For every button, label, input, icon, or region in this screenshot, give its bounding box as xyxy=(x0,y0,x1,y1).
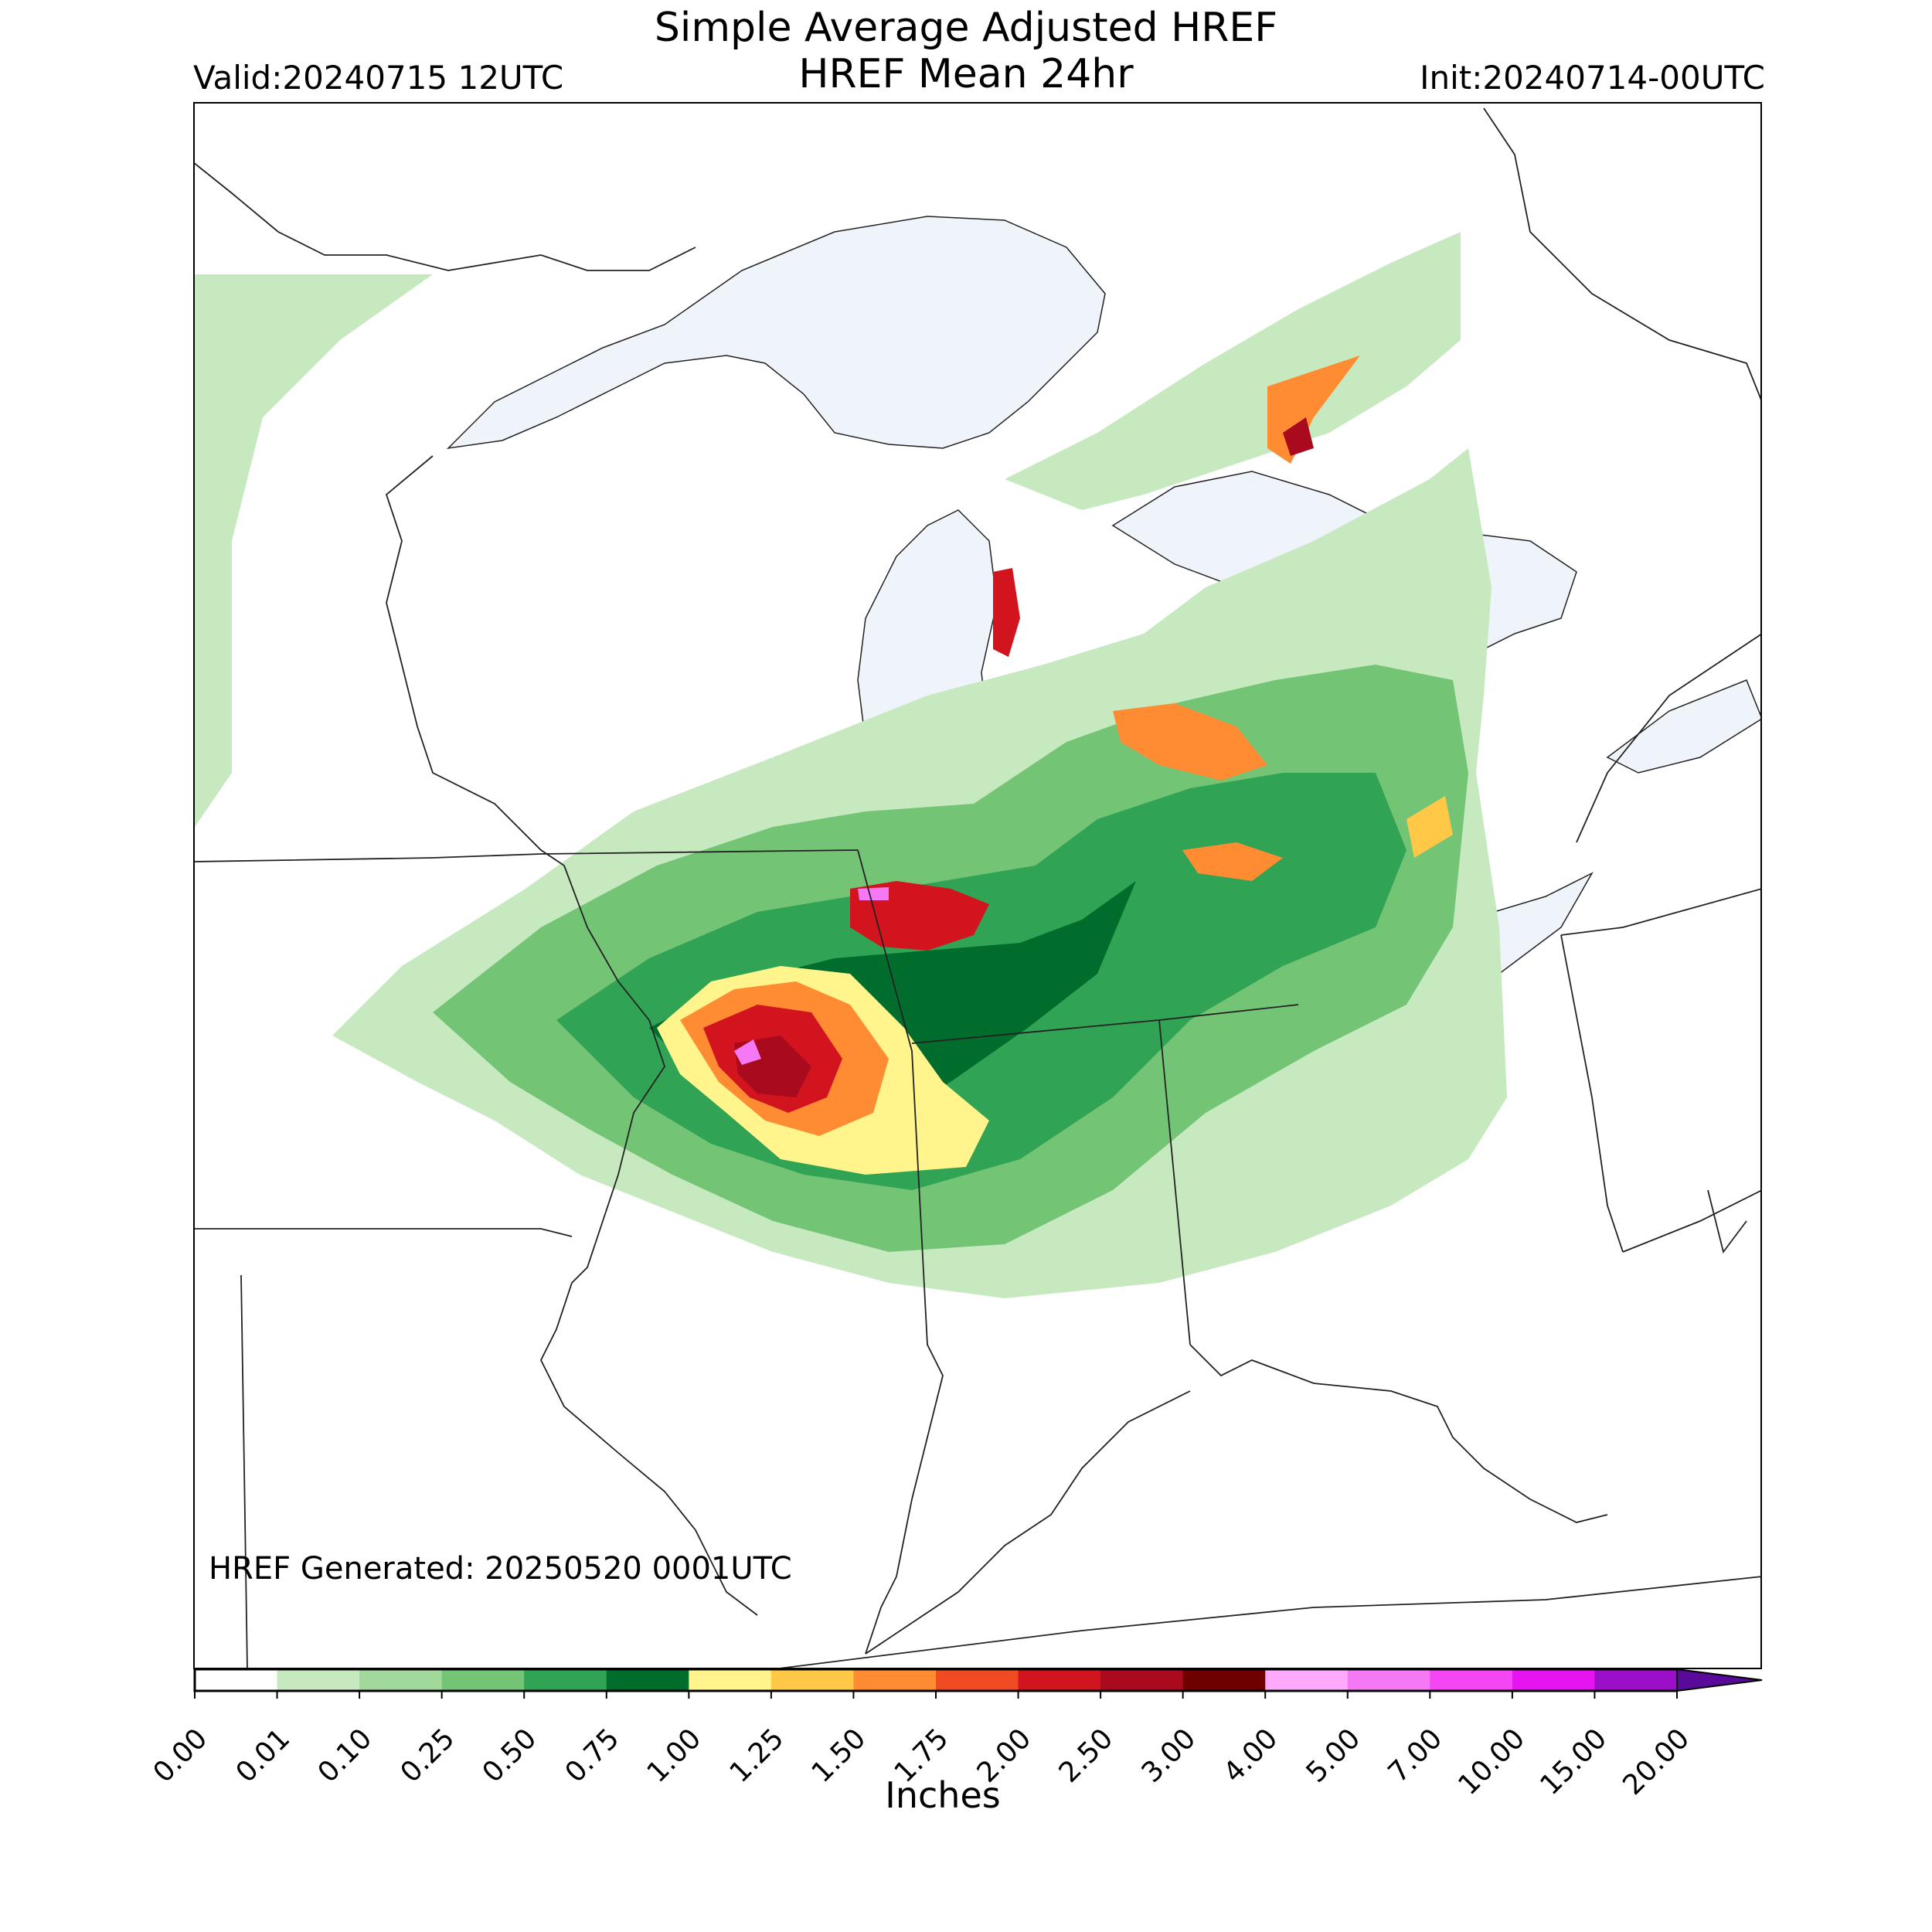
colorbar-swatch xyxy=(1182,1669,1266,1691)
colorbar-swatch xyxy=(441,1669,525,1691)
colorbar-swatch xyxy=(689,1669,772,1691)
precip-north-band xyxy=(1005,232,1461,510)
border-mn-on xyxy=(193,162,696,271)
border-pa-ny xyxy=(1560,888,1762,936)
precip-cluster-se-mi xyxy=(1182,842,1283,881)
colorbar xyxy=(193,1668,1763,1699)
precip-cluster-ontario-core xyxy=(1283,417,1314,456)
precip-cluster-upper-mi xyxy=(993,568,1020,657)
precip-west-strip xyxy=(195,274,433,827)
border-ontario-ny xyxy=(1576,633,1762,843)
colorbar-extend-arrow xyxy=(1676,1668,1763,1692)
border-oh-pa xyxy=(1560,934,1624,1253)
colorbar-swatch xyxy=(1100,1669,1184,1691)
border-ky-tn xyxy=(772,1576,1762,1669)
border-ia-mo xyxy=(193,1228,573,1237)
precip-pink-michigan xyxy=(858,887,889,900)
colorbar-swatch xyxy=(1512,1669,1595,1691)
colorbar-swatch xyxy=(606,1669,689,1691)
colorbar-swatch xyxy=(936,1669,1019,1691)
chart-subtitle: HREF Mean 24hr xyxy=(798,51,1134,97)
colorbar-swatch xyxy=(1265,1669,1349,1691)
generated-annotation: HREF Generated: 20250520 0001UTC xyxy=(209,1551,792,1587)
colorbar-swatch xyxy=(853,1669,937,1691)
chart-title: Simple Average Adjusted HREF xyxy=(654,5,1278,51)
colorbar-swatch xyxy=(277,1669,360,1691)
border-in-oh xyxy=(1158,1019,1191,1345)
colorbar-swatch xyxy=(1018,1669,1101,1691)
colorbar-swatch xyxy=(359,1669,443,1691)
border-ontario-east xyxy=(1483,107,1762,403)
valid-time: Valid:20240715 12UTC xyxy=(193,59,564,97)
border-mo-il-south xyxy=(240,1274,248,1669)
border-wi-il xyxy=(193,849,859,862)
colorbar-swatch xyxy=(1430,1669,1513,1691)
border-il-in xyxy=(857,849,944,1655)
init-time: Init:20240714-00UTC xyxy=(1420,59,1765,97)
border-wv xyxy=(1622,1189,1762,1254)
lake-superior xyxy=(446,216,1106,450)
political-boundaries xyxy=(193,107,1762,1669)
colorbar-units-label: Inches xyxy=(885,1774,1001,1816)
colorbar-swatch xyxy=(770,1669,854,1691)
colorbar-swatch xyxy=(1594,1669,1678,1691)
border-oh-river xyxy=(1189,1344,1608,1523)
precip-cluster-eastmi xyxy=(1113,703,1267,781)
colorbar-swatch xyxy=(1347,1669,1430,1691)
precip-field xyxy=(195,232,1507,1298)
lake-ontario xyxy=(1606,679,1762,774)
precip-cluster-ontario-south xyxy=(1406,796,1453,858)
colorbar-swatch xyxy=(195,1669,278,1691)
border-wi xyxy=(385,455,565,866)
precip-pink-core xyxy=(734,1039,761,1065)
border-ia-il xyxy=(539,865,758,1616)
colorbar-swatch xyxy=(524,1669,607,1691)
border-in-ky xyxy=(865,1390,1191,1655)
